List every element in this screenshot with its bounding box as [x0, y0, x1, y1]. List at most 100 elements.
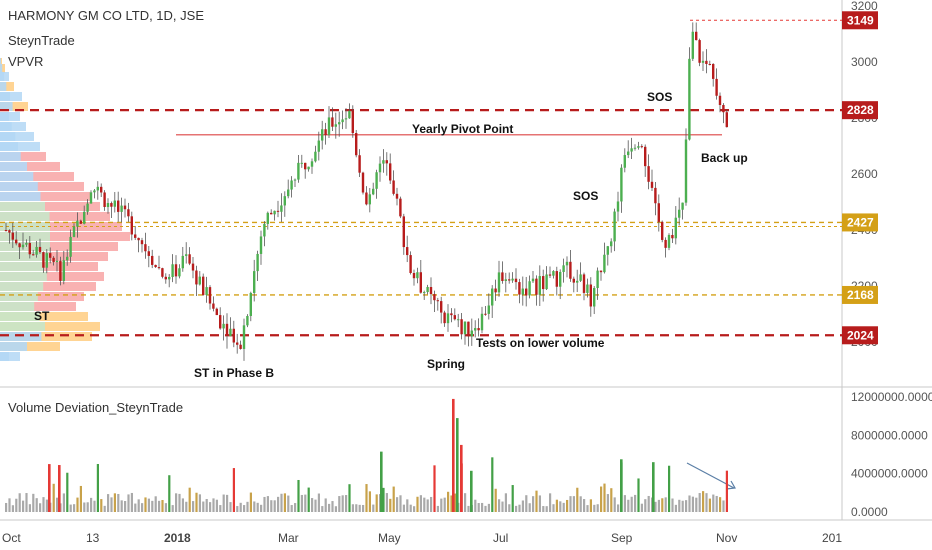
candle-body: [273, 210, 276, 215]
volume-bar: [311, 498, 314, 512]
candle-body: [123, 205, 127, 210]
volume-bar: [647, 495, 650, 512]
volume-bar: [348, 484, 351, 512]
volume-axis[interactable]: 0.0000 4000000.0000 8000000.0000 12000000.0…: [851, 390, 932, 519]
candle-body: [436, 300, 439, 302]
vpvr-row-base: [0, 212, 50, 221]
time-tick-label: Oct: [2, 531, 21, 545]
volume-bar: [198, 494, 201, 512]
volume-bar: [345, 495, 348, 512]
candle-body: [212, 303, 215, 309]
price-level-badge[interactable]: 3149: [842, 11, 878, 30]
volume-bar: [171, 505, 174, 512]
volume-bar: [562, 502, 565, 512]
legend-author[interactable]: SteynTrade: [8, 33, 75, 48]
price-level-badge[interactable]: 2168: [842, 285, 878, 304]
volume-bar: [606, 494, 609, 512]
volume-bar: [192, 501, 195, 512]
candle-body: [208, 287, 212, 304]
vpvr-row-base: [0, 132, 16, 141]
vpvr-row: [0, 102, 28, 111]
volume-bar: [22, 500, 25, 512]
volume-bar: [569, 496, 572, 512]
candle-body: [59, 260, 62, 281]
time-tick-label: 201: [822, 531, 842, 545]
price-level-badge[interactable]: 2024: [842, 326, 878, 345]
candle-body: [259, 236, 263, 254]
candle-body: [429, 286, 433, 295]
volume-bar: [86, 502, 89, 512]
volume-bar: [637, 478, 640, 512]
volume-bar: [117, 493, 120, 512]
time-axis[interactable]: Oct 13 2018 Mar May Jul Sep Nov 201: [2, 531, 842, 545]
volume-bar: [583, 499, 586, 512]
candle-body: [463, 321, 467, 335]
price-level-badge[interactable]: 2427: [842, 213, 878, 232]
candle-body: [542, 276, 545, 290]
volume-bar: [385, 493, 388, 512]
candle-body: [698, 40, 701, 63]
candle-body: [38, 246, 42, 253]
candle-body: [548, 274, 552, 276]
volume-bar: [164, 503, 167, 512]
volume-bar: [334, 506, 337, 512]
vpvr-row: [0, 272, 104, 281]
volume-bar: [300, 494, 303, 512]
candle-body: [664, 239, 667, 248]
annotations: ST ST in Phase B Yearly Pivot Point Spri…: [34, 90, 748, 380]
volume-bar: [498, 499, 501, 512]
candle-body: [45, 253, 48, 268]
candle-body: [545, 274, 548, 290]
volume-bar: [52, 483, 55, 512]
candle-body: [552, 271, 555, 276]
legend-indicator[interactable]: VPVR: [8, 54, 43, 69]
legend-symbol[interactable]: HARMONY GM CO LTD, 1D, JSE: [8, 8, 204, 23]
candle-body: [504, 279, 507, 281]
volume-bar: [365, 484, 368, 512]
volume-bar: [107, 494, 110, 512]
volume-bar: [73, 504, 76, 512]
volume-bar: [358, 504, 361, 512]
volume-bar: [532, 496, 535, 512]
volume-bar: [215, 499, 218, 512]
candle-body: [276, 210, 280, 212]
volume-bar: [579, 496, 582, 512]
volume-bar: [28, 504, 31, 512]
candle-body: [8, 230, 11, 233]
price-axis[interactable]: 2000220024002600280030003200314928282427…: [842, 0, 878, 349]
volume-bar: [572, 496, 575, 512]
volume-bar: [447, 491, 450, 512]
candle-body: [83, 211, 86, 224]
candle-body: [480, 313, 484, 331]
volume-bar: [453, 493, 456, 512]
candle-body: [586, 284, 589, 293]
volume-bar: [297, 479, 300, 512]
volume-bar: [144, 497, 147, 512]
volume-bar: [630, 496, 633, 512]
annotation-st: ST: [34, 309, 50, 323]
volume-bar: [409, 504, 412, 512]
candle-body: [127, 209, 130, 217]
time-tick-label: Sep: [611, 531, 633, 545]
candle-body: [514, 278, 518, 283]
volume-bar: [613, 497, 616, 512]
candle-body: [321, 129, 324, 141]
candle-body: [531, 278, 535, 282]
volume-bar: [576, 487, 579, 512]
vpvr-row-base: [0, 202, 45, 211]
vpvr-row-base: [0, 292, 38, 301]
candle-body: [229, 328, 232, 337]
price-level-badge[interactable]: 2828: [842, 101, 878, 120]
volume-bar: [307, 487, 310, 512]
annotation-st-phase-b: ST in Phase B: [194, 366, 274, 380]
volume-pane-title[interactable]: Volume Deviation_SteynTrade: [8, 400, 183, 415]
volume-bar: [399, 495, 402, 512]
candle-body: [412, 272, 416, 279]
candle-body: [365, 192, 368, 205]
candle-body: [69, 236, 72, 257]
candle-body: [310, 161, 314, 167]
vpvr-row-base: [0, 102, 13, 111]
volume-tick-label: 8000000.0000: [851, 428, 928, 442]
